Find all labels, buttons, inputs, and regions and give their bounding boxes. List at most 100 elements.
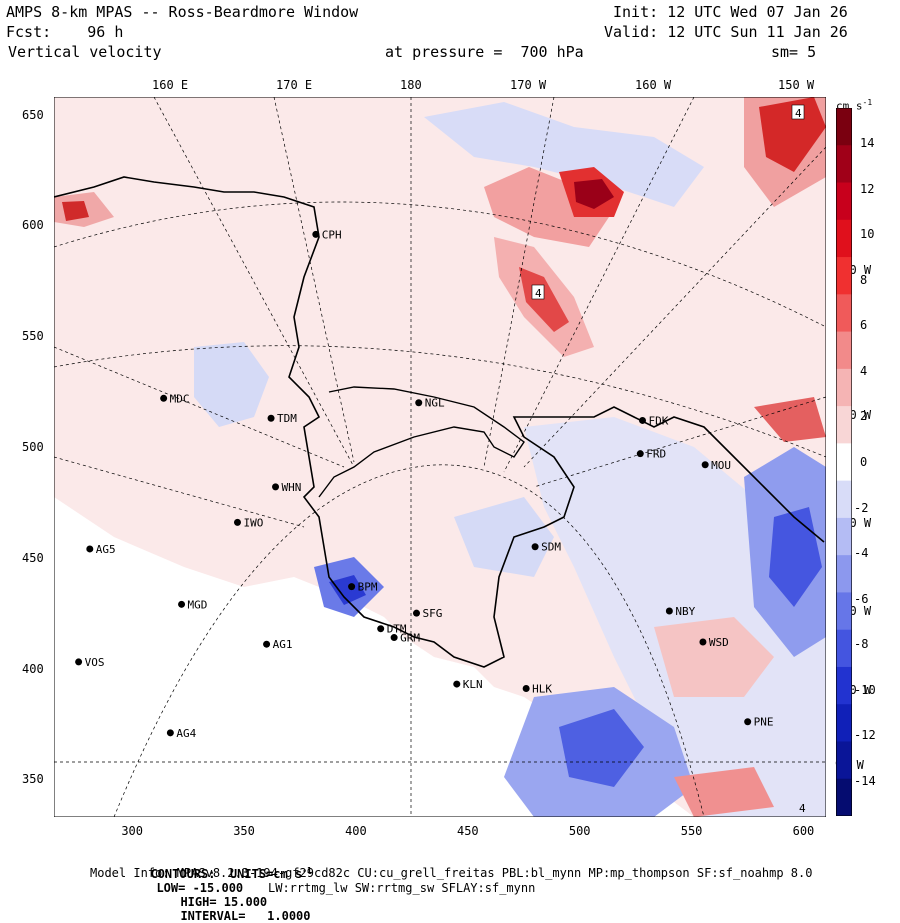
colorbar-swatch	[836, 666, 852, 705]
station-marker	[744, 718, 752, 726]
colorbar-swatch	[836, 182, 852, 221]
station-label: NGL	[425, 397, 445, 410]
colorbar-label: 10	[860, 227, 875, 242]
station-nby: NBY	[665, 605, 696, 618]
model-info-line-2: LW:rrtmg_lw SW:rrtmg_sw SFLAY:sf_mynn	[268, 881, 536, 895]
station-marker	[531, 543, 539, 551]
y-tick-label: 550	[22, 329, 44, 344]
colorbar-swatch	[836, 555, 852, 593]
colorbar-label: -2	[854, 500, 869, 515]
colorbar-label: -4	[854, 546, 869, 561]
station-marker	[233, 518, 241, 526]
station-label: IWO	[243, 516, 263, 529]
station-ag4: AG4	[166, 727, 197, 740]
valid-time: Valid: 12 UTC Sun 11 Jan 26	[604, 23, 848, 41]
colorbar-swatch	[836, 108, 852, 146]
station-marker	[701, 461, 709, 469]
station-marker	[263, 640, 271, 648]
station-marker	[178, 600, 186, 608]
colorbar-swatch	[836, 480, 852, 519]
y-tick-label: 600	[22, 218, 44, 233]
station-label: NBY	[675, 605, 695, 618]
contour-label: 4	[795, 107, 802, 120]
station-ag1: AG1	[263, 638, 292, 651]
negative-region	[329, 575, 366, 605]
positive-region	[574, 179, 614, 209]
station-marker	[453, 680, 461, 688]
colorbar-swatch	[836, 741, 852, 780]
model-title: AMPS 8-km MPAS -- Ross-Beardmore Window	[6, 3, 359, 21]
negative-region	[424, 102, 704, 207]
station-label: BPM	[358, 581, 378, 594]
top-lon-label: 170 E	[276, 78, 313, 92]
station-label: WSD	[709, 636, 729, 649]
colorbar-swatch	[836, 145, 852, 184]
negative-region	[769, 507, 822, 607]
station-label: SFG	[423, 607, 443, 620]
station-label: DTM	[387, 623, 407, 636]
station-marker	[75, 658, 83, 666]
station-marker	[160, 394, 168, 402]
top-lon-label: 160 E	[152, 78, 189, 92]
station-marker	[639, 416, 647, 424]
station-label: AG5	[96, 543, 116, 556]
x-tick-label: 500	[568, 824, 591, 838]
x-tick-label: 350	[233, 824, 255, 838]
station-kln: KLN	[453, 678, 483, 691]
station-label: WHN	[282, 481, 302, 494]
negative-region	[194, 342, 269, 427]
colorbar-label: -6	[854, 591, 869, 606]
station-wsd: WSD	[699, 636, 729, 649]
positive-region	[519, 267, 569, 332]
forecast-hour: Fcst: 96 h	[6, 23, 124, 41]
station-marker	[636, 450, 644, 458]
colorbar-label: -8	[854, 637, 869, 652]
station-marker	[166, 729, 174, 737]
colorbar-label: -10	[854, 682, 876, 697]
station-label: KLN	[463, 678, 483, 691]
station-iwo: IWO	[233, 516, 263, 529]
colorbar-swatch	[836, 331, 852, 370]
station-mou: MOU	[701, 459, 731, 472]
station-mgd: MGD	[178, 598, 207, 611]
colorbar-swatch	[836, 629, 852, 668]
station-fdk: FDK	[639, 414, 669, 427]
x-tick-label: 400	[345, 824, 367, 838]
station-mdc: MDC	[160, 392, 190, 405]
positive-region	[674, 767, 774, 817]
station-marker	[348, 583, 356, 591]
station-whn: WHN	[272, 481, 301, 494]
positive-region	[654, 617, 774, 697]
init-time: Init: 12 UTC Wed 07 Jan 26	[613, 3, 848, 21]
y-tick-label: 400	[22, 661, 44, 676]
colorbar-label: 0	[860, 455, 868, 469]
station-label: AG1	[273, 638, 293, 651]
positive-region	[754, 397, 826, 442]
contour-label: 4	[799, 802, 806, 815]
station-marker	[272, 483, 280, 491]
station-label: FDK	[649, 414, 669, 427]
top-lon-label: 150 W	[778, 78, 815, 92]
station-marker	[665, 607, 673, 615]
station-marker	[522, 685, 530, 693]
smoothing-value: sm= 5	[771, 43, 817, 61]
top-lon-label: 170 W	[510, 78, 547, 92]
station-label: HLK	[532, 683, 552, 696]
y-tick-label: 650	[22, 107, 44, 122]
colorbar-swatch	[836, 592, 852, 631]
station-pne: PNE	[744, 716, 774, 729]
station-label: MDC	[170, 392, 190, 405]
y-tick-label: 450	[22, 550, 44, 565]
station-ngl: NGL	[415, 397, 445, 410]
station-marker	[413, 609, 421, 617]
colorbar	[836, 108, 852, 816]
station-hlk: HLK	[522, 683, 552, 696]
station-label: PNE	[754, 716, 774, 729]
coastline	[54, 176, 825, 668]
colorbar-label: 4	[860, 363, 868, 378]
x-tick-label: 600	[792, 824, 815, 838]
station-grm: GRM	[390, 632, 420, 645]
contour-label: 4	[535, 287, 542, 300]
station-bpm: BPM	[348, 581, 378, 594]
